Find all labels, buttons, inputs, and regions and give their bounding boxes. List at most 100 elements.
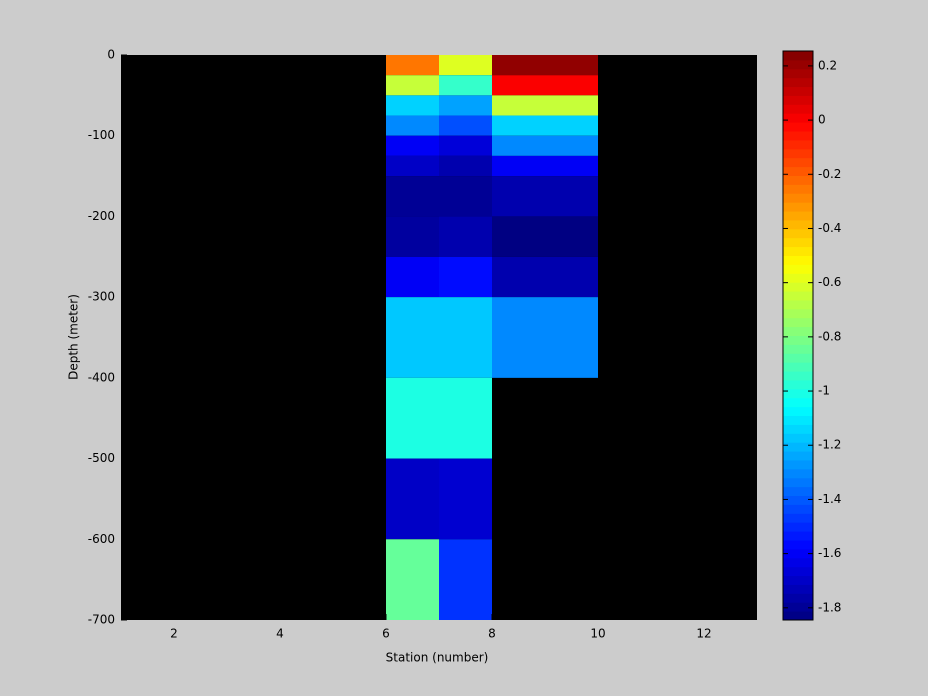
heatmap-cell [439, 458, 492, 540]
heatmap-cell [386, 297, 439, 378]
colorbar-step [783, 424, 813, 434]
y-tick-label: -100 [88, 128, 115, 142]
colorbar-step [783, 326, 813, 336]
colorbar-step [783, 531, 813, 541]
colorbar-step [783, 433, 813, 443]
heatmap-cell [492, 115, 598, 136]
colorbar-step [783, 379, 813, 390]
colorbar-tick-label: -1.8 [818, 600, 841, 614]
y-axis-label: Depth (meter) [67, 294, 81, 380]
colorbar-step [783, 513, 813, 523]
x-tick-label: 12 [696, 627, 711, 641]
colorbar-step [783, 317, 813, 328]
colorbar-step [783, 273, 813, 283]
colorbar-step [783, 406, 813, 417]
colorbar-step [783, 166, 813, 176]
heatmap-cell [439, 297, 492, 378]
colorbar-step [783, 495, 813, 505]
heatmap-cell [386, 55, 439, 76]
colorbar-step [783, 264, 813, 274]
colorbar-tick-label: -0.4 [818, 221, 841, 235]
colorbar-step [783, 219, 813, 230]
colorbar-step [783, 548, 813, 559]
colorbar-tick-label: 0 [818, 113, 826, 127]
heatmap-cell [439, 75, 492, 96]
x-tick-label: 8 [488, 627, 496, 641]
heatmap-cell [492, 155, 598, 177]
x-tick-label: 10 [590, 627, 605, 641]
heatmap-cell [492, 55, 598, 76]
colorbar-step [783, 211, 813, 221]
heatmap-cell [386, 176, 439, 217]
colorbar-step [783, 584, 813, 594]
heatmap-cell [386, 135, 439, 156]
heatmap-cell [439, 155, 492, 177]
colorbar-step [783, 299, 813, 310]
colorbar-step [783, 86, 813, 96]
colorbar-step [783, 77, 813, 88]
colorbar-step [783, 122, 813, 132]
y-tick-label: -300 [88, 290, 115, 304]
colorbar-step [783, 157, 813, 168]
heatmap-cell [492, 297, 598, 378]
x-axis-label: Station (number) [386, 651, 489, 665]
heatmap-cell [492, 216, 598, 257]
y-tick-label: -400 [88, 370, 115, 384]
colorbar-step [783, 139, 813, 150]
heatmap-cell [439, 216, 492, 257]
y-tick-label: 0 [107, 48, 115, 62]
heatmap-cell [492, 256, 598, 298]
x-tick-label: 4 [276, 627, 284, 641]
colorbar-tick-label: -1.4 [818, 492, 841, 506]
colorbar-step [783, 611, 813, 621]
heatmap-cell [492, 95, 598, 116]
heatmap-cell [439, 115, 492, 136]
colorbar-step [783, 442, 813, 452]
heatmap-cell [386, 95, 439, 116]
colorbar-step [783, 388, 813, 399]
colorbar-frame [782, 50, 814, 621]
colorbar-step [783, 255, 813, 265]
y-tick-label: -200 [88, 209, 115, 223]
heatmap-cell [386, 539, 439, 620]
colorbar-step [783, 202, 813, 212]
colorbar-step [783, 486, 813, 497]
heatmap-cell [386, 115, 439, 136]
colorbar-step [783, 175, 813, 185]
colorbar-step [783, 237, 813, 248]
colorbar-step [783, 308, 813, 319]
colorbar-step [783, 602, 813, 612]
x-tick-label: 2 [170, 627, 178, 641]
x-tick-label: 6 [382, 627, 390, 641]
heatmap-cell [386, 256, 439, 298]
colorbar-step [783, 504, 813, 514]
colorbar-step [783, 353, 813, 363]
heatmap-cell [386, 75, 439, 96]
colorbar-step [783, 593, 813, 603]
colorbar-tick-label: -1.2 [818, 438, 841, 452]
colorbar-step [783, 459, 813, 470]
heatmap-cell [386, 377, 439, 459]
colorbar-tick-label: -1 [818, 384, 830, 398]
heatmap-cell [439, 135, 492, 156]
colorbar-step [783, 113, 813, 123]
colorbar-step [783, 575, 813, 585]
colorbar-step [783, 193, 813, 203]
colorbar-step [783, 477, 813, 488]
colorbar-step [783, 184, 813, 194]
y-tick-label: -600 [88, 532, 115, 546]
colorbar-step [783, 344, 813, 354]
colorbar-step [783, 95, 813, 105]
colorbar-step [783, 51, 813, 61]
colorbar-step [783, 68, 813, 79]
colorbar-step [783, 335, 813, 345]
colorbar-step [783, 397, 813, 408]
colorbar-step [783, 371, 813, 381]
colorbar-step [783, 282, 813, 292]
heatmap-cell [439, 95, 492, 116]
heatmap-cell [492, 176, 598, 217]
colorbar-tick-label: -0.8 [818, 329, 841, 343]
colorbar-step [783, 228, 813, 239]
colorbar-step [783, 415, 813, 425]
